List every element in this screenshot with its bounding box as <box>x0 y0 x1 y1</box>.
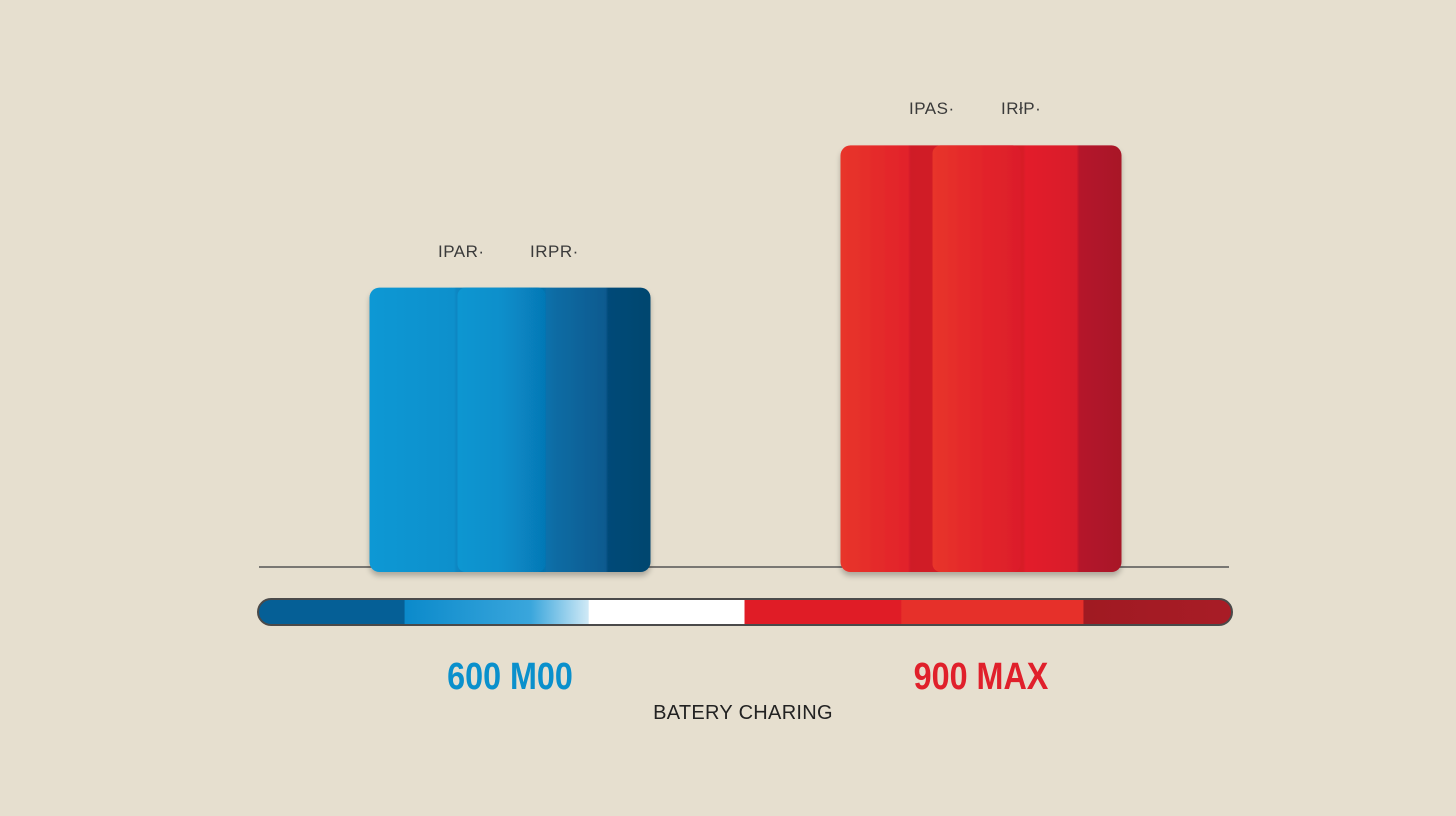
bar-1-label-right: IRłP· <box>1001 99 1042 119</box>
bar-900-max <box>840 145 1122 572</box>
bar-600-m00 <box>369 287 651 572</box>
bar-1-label-left: IPAS· <box>909 99 955 119</box>
value-label-600-m00: 600 M00 <box>447 656 573 698</box>
chart-caption: BATERY CHARING <box>653 702 833 724</box>
color-scale-bar <box>257 598 1233 626</box>
value-label-900-max: 900 MAX <box>913 656 1049 698</box>
bar-0-label-left: IPAR· <box>438 241 485 261</box>
bar-0-label-right: IRPR· <box>530 241 579 261</box>
